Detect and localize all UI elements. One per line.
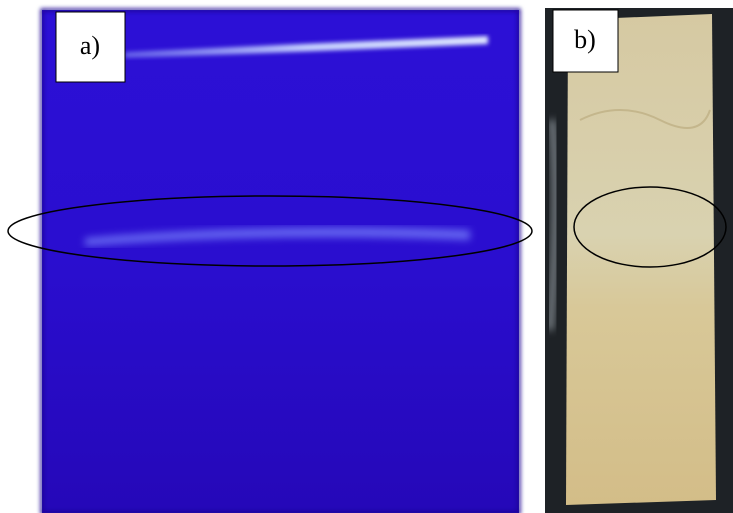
panel-b: b)	[545, 8, 733, 513]
panel-a: a)	[8, 10, 532, 513]
uv-plate	[42, 10, 519, 513]
figure: a) b)	[0, 0, 733, 513]
panel-label: b)	[574, 25, 596, 54]
panel-label: a)	[80, 31, 100, 60]
